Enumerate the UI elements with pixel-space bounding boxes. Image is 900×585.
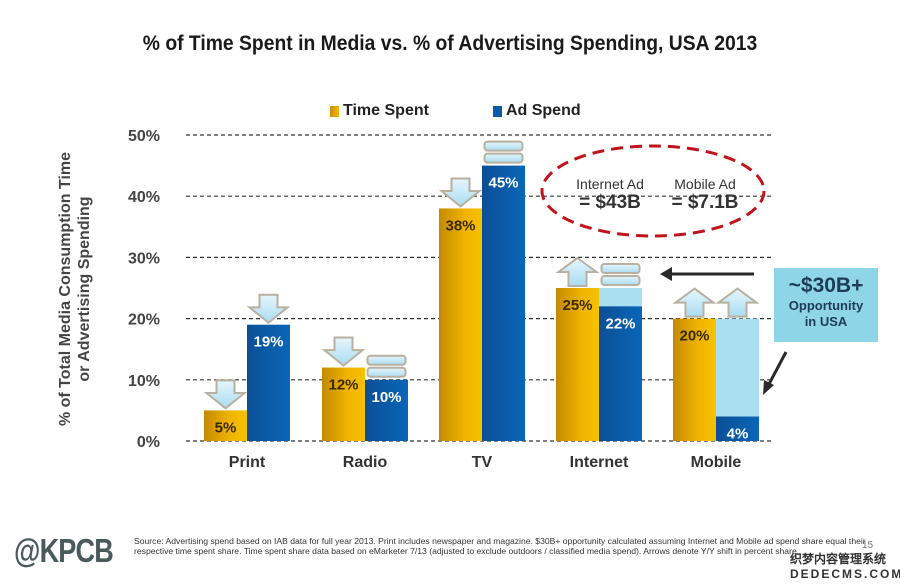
- y-tick-label: 40%: [128, 189, 160, 206]
- data-label: 4%: [727, 426, 749, 443]
- equal-sign-icon: [600, 263, 641, 274]
- opportunity-line-2: in USA: [804, 314, 848, 329]
- oval-mobile-ad-value: = $7.1B: [671, 192, 739, 213]
- legend-item-ad-spend: Ad Spend: [492, 102, 581, 120]
- data-label: 38%: [445, 217, 475, 234]
- oval-mobile-ad-label: Mobile Ad: [674, 176, 736, 192]
- equal-sign-icon: [366, 354, 407, 366]
- data-label: 5%: [215, 419, 237, 436]
- category-label: Radio: [343, 454, 388, 471]
- bar-ad-spend: [716, 416, 759, 441]
- category-label: Internet: [570, 454, 629, 471]
- opportunity-callout: ~$30B+ Opportunity in USA: [774, 268, 878, 342]
- y-tick-label: 20%: [128, 312, 160, 329]
- data-label: 19%: [253, 334, 283, 351]
- data-label: 45%: [488, 175, 518, 192]
- oval-annotation: [540, 144, 766, 238]
- data-label: 10%: [371, 389, 401, 406]
- category-label: TV: [472, 454, 493, 471]
- data-label: 25%: [562, 297, 592, 314]
- watermark-line-1: 织梦内容管理系统: [790, 552, 887, 566]
- arrow-down-icon: [438, 177, 483, 208]
- legend-swatch-time-spent: [330, 105, 339, 117]
- legend-item-time-spent: Time Spent: [330, 102, 429, 120]
- bar-ad-spend: [599, 306, 642, 441]
- legend-label-time-spent: Time Spent: [343, 102, 429, 119]
- watermark: 织梦内容管理系统 DEDECMS.COM: [790, 550, 900, 581]
- data-label: 20%: [679, 328, 709, 345]
- bar-ad-spend: [365, 379, 408, 441]
- bar-ad-spend: [247, 324, 290, 441]
- category-label: Print: [229, 454, 266, 471]
- arrow-up-icon: [555, 256, 600, 287]
- arrow-up-icon: [715, 287, 760, 318]
- equal-sign-icon: [483, 140, 524, 152]
- arrow-down-icon: [246, 293, 291, 325]
- bar-time-spent: [439, 208, 482, 441]
- opportunity-line-1: Opportunity: [788, 298, 864, 313]
- arrow-up-icon: [672, 287, 717, 318]
- chart-title: % of Time Spent in Media vs. % of Advert…: [142, 32, 758, 55]
- y-tick-label: 30%: [128, 250, 160, 267]
- bar-ad-spend: [482, 165, 525, 441]
- opportunity-headline: ~$30B+: [788, 274, 864, 297]
- bar-time-spent: [204, 410, 247, 441]
- watermark-line-2: DEDECMS.COM: [790, 567, 900, 581]
- left-arrow-head: [660, 267, 672, 281]
- oval-internet-ad-value: = $43B: [579, 192, 641, 213]
- legend-label-ad-spend: Ad Spend: [505, 102, 581, 119]
- oval-internet-ad: Internet Ad = $43B: [565, 176, 655, 214]
- source-note: Source: Advertising spend based on IAB d…: [134, 536, 866, 557]
- legend: Time Spent Ad Spend: [330, 102, 581, 120]
- equal-sign-icon: [483, 152, 524, 164]
- arrow-down-icon: [321, 336, 366, 367]
- legend-swatch-ad-spend: [492, 105, 502, 117]
- kpcb-logo: @KPCB: [14, 532, 114, 569]
- y-tick-label: 50%: [128, 128, 160, 145]
- diagonal-arrow-head: [763, 380, 774, 395]
- equal-sign-icon: [600, 275, 641, 286]
- data-label: 12%: [328, 377, 358, 394]
- data-label: 22%: [605, 315, 635, 332]
- category-label: Mobile: [691, 454, 742, 471]
- arrow-down-icon: [203, 379, 248, 410]
- bar-time-spent: [673, 318, 716, 441]
- bar-time-spent: [322, 367, 365, 441]
- oval-mobile-ad: Mobile Ad = $7.1B: [660, 176, 750, 214]
- equal-sign-icon: [366, 366, 407, 378]
- page-number: 15: [862, 540, 874, 551]
- diagonal-arrow-line: [766, 351, 788, 387]
- oval-internet-ad-label: Internet Ad: [576, 176, 644, 192]
- y-tick-label: 0%: [137, 434, 160, 451]
- y-tick-label: 10%: [128, 373, 160, 390]
- bar-time-spent: [556, 288, 599, 441]
